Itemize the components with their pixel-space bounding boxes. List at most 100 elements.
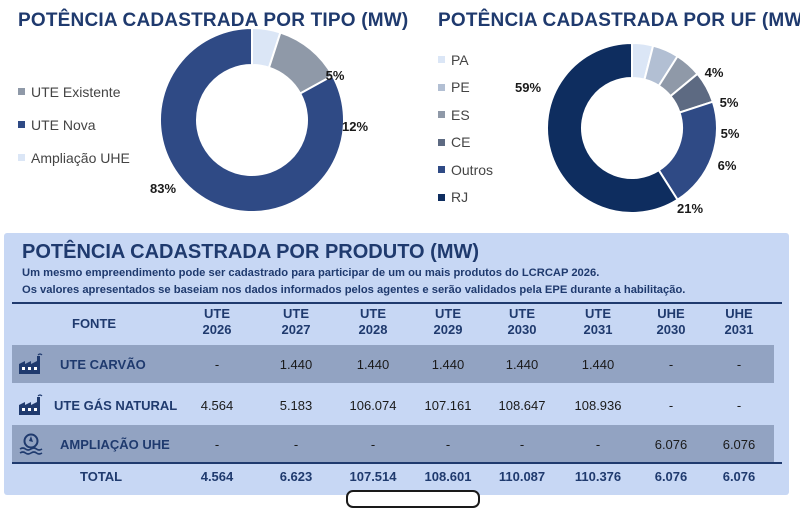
column-header: UTE 2029: [408, 306, 488, 338]
data-label: 12%: [342, 119, 368, 134]
panel-title: POTÊNCIA CADASTRADA POR PRODUTO (MW): [22, 241, 480, 263]
total-cell: 110.087: [498, 468, 546, 484]
column-header-line1: UHE: [657, 306, 685, 321]
legend-item: PA: [438, 46, 493, 74]
legend-item: RJ: [438, 184, 493, 212]
data-label: 21%: [677, 201, 703, 216]
legend-by-type: UTE Existente UTE Nova Ampliação UHE: [18, 75, 130, 174]
panel-note-1: Um mesmo empreendimento pode ser cadastr…: [22, 267, 600, 279]
column-header-line1: UTE: [585, 306, 611, 321]
column-header-line2: 2028: [358, 322, 388, 337]
row-label: UTE GÁS NATURAL: [54, 397, 178, 413]
legend-label: Ampliação UHE: [31, 149, 130, 166]
legend-swatch: [18, 121, 25, 128]
table-cell: 1.440: [431, 356, 465, 372]
legend-label: ES: [451, 106, 470, 123]
table-cell: -: [736, 356, 742, 372]
legend-item: PE: [438, 74, 493, 102]
column-header: UTE 2028: [333, 306, 413, 338]
table-cell: 6.076: [654, 436, 688, 452]
total-cell: 107.514: [349, 468, 397, 484]
legend-swatch: [438, 138, 445, 146]
legend-item: UTE Nova: [18, 108, 130, 141]
total-cell: 4.564: [200, 468, 234, 484]
total-cell: 108.601: [424, 468, 472, 484]
bottom-tab: [346, 490, 480, 508]
total-row: TOTAL 4.564 6.623 107.514 108.601 110.087 110.…: [12, 465, 774, 487]
row-label: UTE CARVÃO: [60, 356, 146, 372]
legend-label: UTE Nova: [31, 116, 96, 133]
table-cell: -: [668, 397, 674, 413]
chart-title-by-type: POTÊNCIA CADASTRADA POR TIPO (MW): [18, 10, 409, 31]
table-cell: -: [668, 356, 674, 372]
column-header-line2: 2027: [281, 322, 311, 337]
table-cell: 1.440: [279, 356, 313, 372]
total-cell: 6.076: [654, 468, 688, 484]
legend-swatch: [438, 56, 445, 64]
table-cell: -: [214, 436, 220, 452]
legend-label: PE: [451, 79, 470, 96]
legend-swatch: [438, 193, 445, 201]
data-label: 5%: [721, 126, 740, 141]
legend-label: RJ: [451, 189, 469, 206]
legend-by-uf: PA PE ES CE Outros RJ: [438, 46, 493, 211]
data-label: 4%: [705, 65, 724, 80]
table-cell: 108.936: [574, 397, 622, 413]
table-cell: -: [595, 436, 601, 452]
table-total-rule: [12, 462, 782, 464]
legend-label: PA: [451, 51, 469, 68]
table-cell: -: [519, 436, 525, 452]
data-label: 59%: [515, 80, 541, 95]
data-label: 83%: [150, 181, 176, 196]
table-cell: 1.440: [356, 356, 390, 372]
row-label: AMPLIAÇÃO UHE: [60, 436, 170, 452]
column-header-line1: UTE: [360, 306, 386, 321]
legend-swatch: [438, 111, 445, 119]
legend-swatch: [438, 166, 445, 174]
column-header-line1: UTE: [283, 306, 309, 321]
donut-slice: [159, 26, 345, 213]
table-row: UTE CARVÃO - 1.440 1.440 1.440 1.440 1.440 - -: [12, 345, 774, 383]
hydro-turbine-icon: [18, 433, 44, 455]
legend-label: CE: [451, 134, 471, 151]
column-header-fonte: FONTE: [72, 316, 117, 331]
legend-label: Outros: [451, 161, 494, 178]
legend-swatch: [438, 83, 445, 91]
column-header-line1: UHE: [725, 306, 753, 321]
column-header: UTE 2026: [177, 306, 257, 338]
donut-charts: 5% 12% 83% 4% 5% 5% 6% 21% 59%: [150, 26, 740, 216]
column-header: UHE 2031: [699, 306, 779, 338]
column-header: UTE 2031: [558, 306, 638, 338]
table-cell: 6.076: [722, 436, 756, 452]
table-row: UTE GÁS NATURAL 4.564 5.183 106.074 107.161 1…: [12, 386, 774, 424]
product-panel: POTÊNCIA CADASTRADA POR PRODUTO (MW) Um …: [4, 233, 789, 495]
legend-swatch: [18, 154, 25, 161]
legend-item: Outros: [438, 156, 493, 184]
column-header-line2: 2030: [507, 322, 537, 337]
table-cell: 106.074: [349, 397, 397, 413]
total-label: TOTAL: [80, 468, 123, 484]
column-header-line2: 2029: [433, 322, 463, 337]
table-cell: 4.564: [200, 397, 234, 413]
column-header: UTE 2030: [482, 306, 562, 338]
factory-icon: [18, 394, 44, 416]
factory-icon: [18, 353, 44, 375]
total-cell: 6.623: [279, 468, 313, 484]
column-header-line2: 2031: [583, 322, 613, 337]
total-cell: 6.076: [722, 468, 756, 484]
data-label: 6%: [718, 158, 737, 173]
total-cell: 110.376: [574, 468, 622, 484]
table-cell: -: [445, 436, 451, 452]
table-cell: 5.183: [279, 397, 313, 413]
column-header-line2: 2026: [202, 322, 232, 337]
table-cell: 1.440: [581, 356, 615, 372]
table-cell: 1.440: [505, 356, 539, 372]
column-header-line1: UTE: [509, 306, 535, 321]
column-header-line2: 2031: [724, 322, 754, 337]
legend-item: ES: [438, 101, 493, 129]
table-row: AMPLIAÇÃO UHE - - - - - - 6.076 6.076: [12, 425, 774, 463]
data-label: 5%: [326, 68, 345, 83]
table-cell: 108.647: [498, 397, 546, 413]
column-header-line2: 2030: [656, 322, 686, 337]
column-header: UTE 2027: [256, 306, 336, 338]
